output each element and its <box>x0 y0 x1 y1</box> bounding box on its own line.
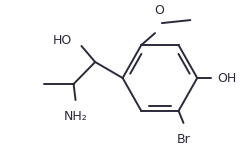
Text: OH: OH <box>217 71 236 84</box>
Text: HO: HO <box>52 33 72 46</box>
Text: O: O <box>154 4 164 17</box>
Text: Br: Br <box>177 133 190 146</box>
Text: NH₂: NH₂ <box>64 110 87 123</box>
